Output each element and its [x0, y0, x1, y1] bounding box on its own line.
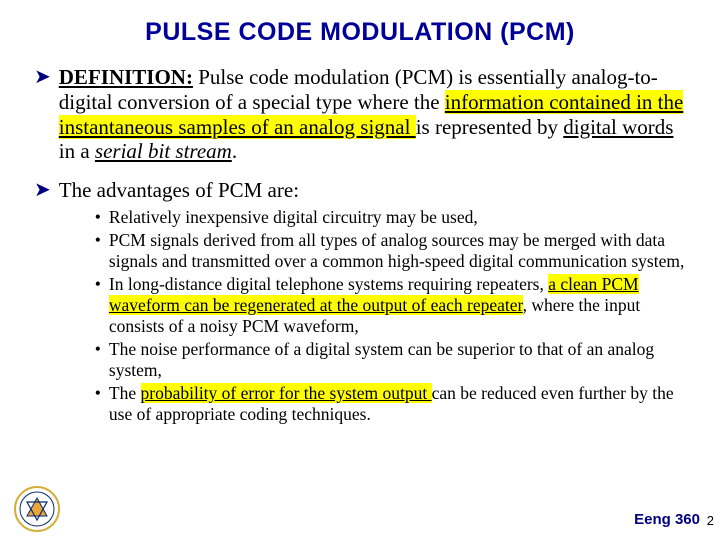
advantages-heading: The advantages of PCM are:: [59, 178, 686, 203]
list-item: • PCM signals derived from all types of …: [95, 230, 686, 272]
bullet-dot-icon: •: [95, 274, 101, 295]
footer-course-code: Eeng 360: [634, 511, 700, 528]
list-item: • The probability of error for the syste…: [95, 383, 686, 425]
bullet-arrow-icon: ➤: [34, 178, 51, 202]
bullet-dot-icon: •: [95, 339, 101, 360]
definition-text: DEFINITION: Pulse code modulation (PCM) …: [59, 65, 686, 164]
definition-mid2: in a: [59, 139, 95, 163]
list-item-pre: The: [109, 383, 141, 403]
bullet-dot-icon: •: [95, 207, 101, 228]
list-item-text: In long-distance digital telephone syste…: [109, 274, 686, 337]
definition-end: .: [232, 139, 237, 163]
bullet-arrow-icon: ➤: [34, 65, 51, 89]
definition-underline-1: digital words: [563, 115, 673, 139]
list-item-text: The noise performance of a digital syste…: [109, 339, 686, 381]
list-item-text: PCM signals derived from all types of an…: [109, 230, 686, 272]
university-logo-icon: [14, 486, 60, 532]
list-item-text: Relatively inexpensive digital circuitry…: [109, 207, 478, 228]
list-item-pre: In long-distance digital telephone syste…: [109, 274, 548, 294]
definition-italic-1: serial bit stream: [95, 139, 232, 163]
definition-mid: is represented by: [416, 115, 564, 139]
bullet-dot-icon: •: [95, 230, 101, 251]
list-item: • The noise performance of a digital sys…: [95, 339, 686, 381]
advantages-block: ➤ The advantages of PCM are: • Relativel…: [34, 178, 686, 427]
definition-block: ➤ DEFINITION: Pulse code modulation (PCM…: [34, 65, 686, 164]
page-number: 2: [707, 513, 714, 528]
advantages-list: • Relatively inexpensive digital circuit…: [95, 207, 686, 425]
definition-label: DEFINITION:: [59, 65, 193, 89]
list-item: • In long-distance digital telephone sys…: [95, 274, 686, 337]
slide-title: PULSE CODE MODULATION (PCM): [34, 18, 686, 47]
bullet-dot-icon: •: [95, 383, 101, 404]
list-item: • Relatively inexpensive digital circuit…: [95, 207, 686, 228]
list-item-highlight: probability of error for the system outp…: [141, 383, 432, 403]
list-item-text: The probability of error for the system …: [109, 383, 686, 425]
